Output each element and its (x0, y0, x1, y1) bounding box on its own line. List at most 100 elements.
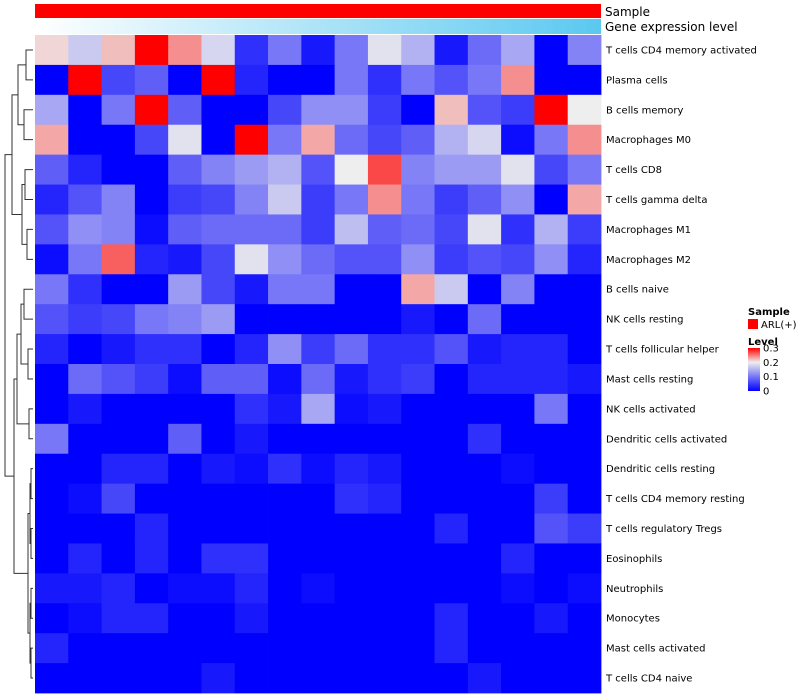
heatmap-cell (501, 423, 535, 455)
heatmap-cell (501, 393, 535, 425)
heatmap-cell (234, 513, 269, 544)
dendrogram-branch (23, 109, 33, 141)
heatmap-cell (534, 393, 569, 425)
heatmap-cell (101, 124, 136, 156)
heatmap-cell (367, 244, 402, 275)
heatmap-cell (134, 364, 169, 395)
heatmap-cell (101, 64, 136, 96)
heatmap-cell (401, 513, 435, 544)
heatmap-cell (68, 633, 102, 664)
heatmap-cell (68, 663, 102, 694)
heatmap-cell (268, 154, 302, 185)
heatmap-cell (434, 663, 469, 694)
heatmap-cell (301, 393, 336, 425)
row-label: B cells naive (606, 285, 669, 296)
heatmap-cell (301, 244, 336, 275)
heatmap-cell (434, 334, 469, 365)
heatmap-cell (201, 94, 236, 126)
heatmap-cell (501, 573, 535, 604)
heatmap-cell (101, 543, 136, 574)
heatmap-cell (134, 453, 169, 485)
heatmap-cell (234, 603, 269, 634)
heatmap-cell (467, 663, 502, 694)
heatmap-cell (168, 64, 202, 96)
heatmap-cell (467, 35, 502, 66)
heatmap-cell (268, 573, 302, 604)
sample-annotation-title: Sample (605, 5, 650, 19)
heatmap-cell (168, 214, 202, 245)
heatmap-cell (567, 633, 602, 664)
heatmap-cell (467, 483, 502, 514)
heatmap-cell (434, 244, 469, 275)
heatmap-cell (168, 334, 202, 365)
heatmap-cell (367, 423, 402, 455)
heatmap-cell (68, 364, 102, 395)
heatmap-cell (234, 214, 269, 245)
heatmap-cell (101, 244, 136, 275)
heatmap-cell (501, 483, 535, 514)
heatmap-cell (201, 154, 236, 185)
heatmap-cell (334, 633, 369, 664)
heatmap-cell (301, 154, 336, 185)
heatmap-cell (367, 214, 402, 245)
heatmap-cell (567, 483, 602, 514)
heatmap-cell (101, 483, 136, 514)
dendrogram-branch (11, 94, 22, 215)
heatmap-cell (168, 573, 202, 604)
heatmap-cell (35, 154, 69, 185)
heatmap-cell (201, 633, 236, 664)
heatmap-cell (401, 35, 435, 66)
heatmap-cell (35, 364, 69, 395)
heatmap-cell (367, 35, 402, 66)
dendrogram-branch (24, 169, 33, 200)
heatmap-cell (334, 334, 369, 365)
heatmap-cell (234, 274, 269, 305)
heatmap-cell (68, 423, 102, 455)
heatmap-cell (201, 334, 236, 365)
heatmap-cell (367, 663, 402, 694)
heatmap-cell (434, 154, 469, 185)
heatmap-cell (367, 154, 402, 185)
heatmap-cell (35, 244, 69, 275)
heatmap-cell (301, 214, 336, 245)
heatmap-cell (301, 663, 336, 694)
heatmap-cell (301, 513, 336, 544)
heatmap-cell (68, 184, 102, 215)
heatmap-cell (334, 214, 369, 245)
heatmap-cell (201, 184, 236, 215)
heatmap-cell (367, 364, 402, 395)
heatmap-cell (268, 184, 302, 215)
heatmap-cell (334, 304, 369, 335)
heatmap-cell (234, 633, 269, 664)
heatmap-cell (367, 94, 402, 126)
heatmap-cell (301, 184, 336, 215)
heatmap-cell (168, 513, 202, 544)
heatmap-cell (467, 94, 502, 126)
heatmap-cell (268, 483, 302, 514)
heatmap-cell (434, 35, 469, 66)
heatmap-cell (534, 663, 569, 694)
heatmap-cell (367, 184, 402, 215)
legend-tick-label: 0.3 (763, 344, 779, 355)
heatmap-cell (68, 573, 102, 604)
heatmap-cell (101, 304, 136, 335)
heatmap-cell (234, 543, 269, 574)
heatmap-cell (334, 603, 369, 634)
heatmap-cell (301, 94, 336, 126)
heatmap-cell (268, 663, 302, 694)
heatmap-cell (234, 573, 269, 604)
heatmap-cell (334, 663, 369, 694)
heatmap-cell (201, 35, 236, 66)
heatmap-cell (134, 244, 169, 275)
heatmap-cell (134, 543, 169, 574)
heatmap-cell (534, 154, 569, 185)
heatmap-cell (101, 154, 136, 185)
heatmap-cell (301, 633, 336, 664)
heatmap-cell (334, 423, 369, 455)
heatmap-cell (467, 633, 502, 664)
heatmap-cell (101, 663, 136, 694)
heatmap-cell (434, 543, 469, 574)
heatmap-cell (467, 393, 502, 425)
heatmap-cell (334, 393, 369, 425)
legend-level-colorbar (748, 348, 760, 391)
